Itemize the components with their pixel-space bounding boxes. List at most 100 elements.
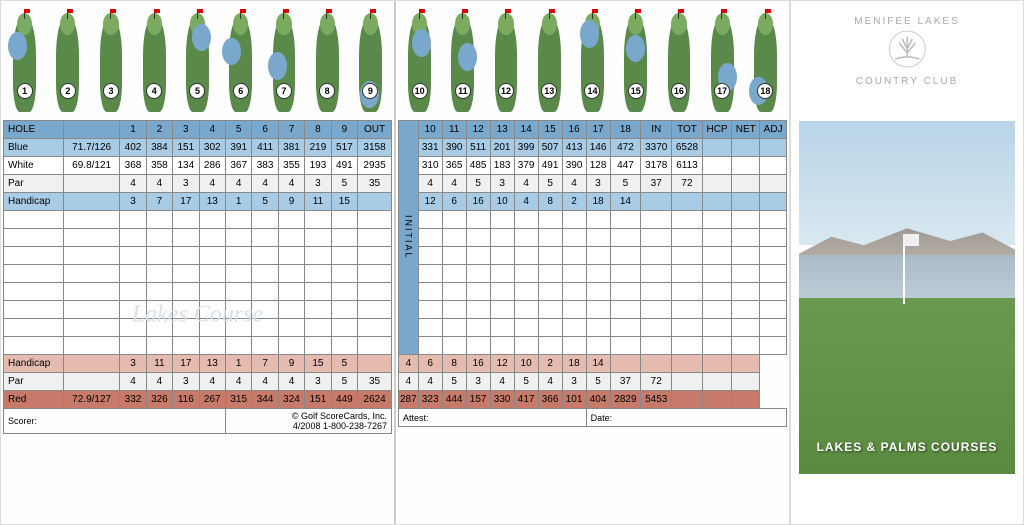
score-cell[interactable]	[252, 211, 278, 229]
score-cell[interactable]	[225, 319, 251, 337]
score-cell[interactable]	[252, 265, 278, 283]
score-cell[interactable]	[641, 247, 672, 265]
score-cell[interactable]	[146, 301, 172, 319]
score-cell[interactable]	[120, 247, 146, 265]
score-cell[interactable]	[173, 211, 199, 229]
score-cell[interactable]	[199, 283, 225, 301]
score-cell[interactable]	[514, 283, 538, 301]
score-cell[interactable]	[64, 247, 120, 265]
score-cell[interactable]	[146, 319, 172, 337]
score-cell[interactable]	[538, 301, 562, 319]
score-cell[interactable]	[120, 319, 146, 337]
score-cell[interactable]	[120, 265, 146, 283]
score-cell[interactable]	[490, 301, 514, 319]
score-cell[interactable]	[64, 301, 120, 319]
score-cell[interactable]	[586, 283, 610, 301]
score-cell[interactable]	[586, 337, 610, 355]
score-cell[interactable]	[514, 247, 538, 265]
score-cell[interactable]	[610, 211, 641, 229]
score-cell[interactable]	[466, 211, 490, 229]
score-cell[interactable]	[760, 337, 787, 355]
score-cell[interactable]	[252, 283, 278, 301]
score-cell[interactable]	[538, 337, 562, 355]
score-cell[interactable]	[490, 247, 514, 265]
score-cell[interactable]	[331, 265, 357, 283]
score-cell[interactable]	[120, 337, 146, 355]
score-cell[interactable]	[610, 337, 641, 355]
score-cell[interactable]	[278, 265, 304, 283]
score-cell[interactable]	[418, 337, 442, 355]
score-cell[interactable]	[225, 247, 251, 265]
score-cell[interactable]	[305, 265, 331, 283]
score-cell[interactable]	[672, 229, 703, 247]
date-label[interactable]: Date:	[586, 409, 786, 427]
score-cell[interactable]	[442, 265, 466, 283]
score-cell[interactable]	[4, 229, 64, 247]
score-cell[interactable]	[199, 211, 225, 229]
score-cell[interactable]	[4, 337, 64, 355]
score-cell[interactable]	[760, 229, 787, 247]
score-cell[interactable]	[562, 283, 586, 301]
score-cell[interactable]	[442, 301, 466, 319]
score-cell[interactable]	[732, 247, 760, 265]
score-cell[interactable]	[146, 211, 172, 229]
score-cell[interactable]	[418, 211, 442, 229]
score-cell[interactable]	[278, 247, 304, 265]
score-cell[interactable]	[418, 229, 442, 247]
score-cell[interactable]	[358, 247, 392, 265]
score-cell[interactable]	[418, 319, 442, 337]
score-cell[interactable]	[702, 283, 731, 301]
score-cell[interactable]	[732, 229, 760, 247]
score-cell[interactable]	[466, 301, 490, 319]
score-cell[interactable]	[732, 283, 760, 301]
score-cell[interactable]	[442, 211, 466, 229]
score-cell[interactable]	[331, 229, 357, 247]
score-cell[interactable]	[641, 337, 672, 355]
score-cell[interactable]	[173, 247, 199, 265]
score-cell[interactable]	[4, 283, 64, 301]
score-cell[interactable]	[252, 229, 278, 247]
score-cell[interactable]	[562, 265, 586, 283]
score-cell[interactable]	[702, 301, 731, 319]
score-cell[interactable]	[562, 247, 586, 265]
score-cell[interactable]	[418, 247, 442, 265]
score-cell[interactable]	[199, 247, 225, 265]
score-cell[interactable]	[278, 283, 304, 301]
score-cell[interactable]	[562, 337, 586, 355]
score-cell[interactable]	[732, 337, 760, 355]
score-cell[interactable]	[760, 301, 787, 319]
score-cell[interactable]	[641, 283, 672, 301]
score-cell[interactable]	[586, 211, 610, 229]
score-cell[interactable]	[760, 247, 787, 265]
score-cell[interactable]	[358, 337, 392, 355]
score-cell[interactable]	[278, 211, 304, 229]
score-cell[interactable]	[442, 319, 466, 337]
attest-label[interactable]: Attest:	[399, 409, 587, 427]
score-cell[interactable]	[760, 283, 787, 301]
score-cell[interactable]	[278, 301, 304, 319]
score-cell[interactable]	[358, 211, 392, 229]
score-cell[interactable]	[672, 247, 703, 265]
score-cell[interactable]	[305, 211, 331, 229]
score-cell[interactable]	[514, 211, 538, 229]
score-cell[interactable]	[418, 265, 442, 283]
score-cell[interactable]	[610, 283, 641, 301]
scorer-label[interactable]: Scorer:	[4, 409, 226, 434]
score-cell[interactable]	[4, 247, 64, 265]
score-cell[interactable]	[760, 211, 787, 229]
score-cell[interactable]	[225, 265, 251, 283]
score-cell[interactable]	[466, 319, 490, 337]
score-cell[interactable]	[702, 319, 731, 337]
score-cell[interactable]	[538, 229, 562, 247]
score-cell[interactable]	[586, 265, 610, 283]
score-cell[interactable]	[641, 265, 672, 283]
score-cell[interactable]	[490, 229, 514, 247]
score-cell[interactable]	[305, 301, 331, 319]
score-cell[interactable]	[199, 265, 225, 283]
score-cell[interactable]	[146, 283, 172, 301]
score-cell[interactable]	[538, 247, 562, 265]
score-cell[interactable]	[358, 301, 392, 319]
score-cell[interactable]	[514, 337, 538, 355]
score-cell[interactable]	[4, 319, 64, 337]
score-cell[interactable]	[64, 337, 120, 355]
